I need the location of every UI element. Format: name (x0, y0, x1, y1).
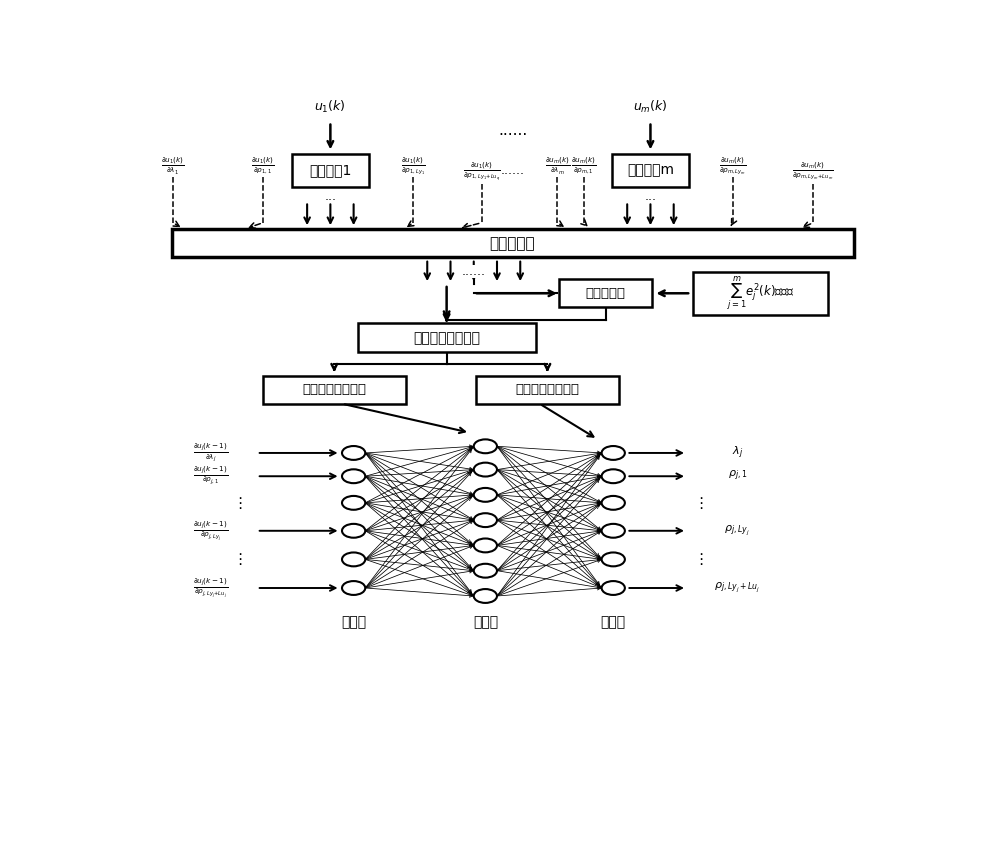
Text: $\frac{\partial u_1(k)}{\partial \rho_{1,1}}$: $\frac{\partial u_1(k)}{\partial \rho_{1… (251, 156, 275, 176)
Ellipse shape (342, 469, 365, 483)
Text: $u_m(k)$: $u_m(k)$ (633, 98, 668, 115)
Text: 梯度信息集: 梯度信息集 (490, 236, 535, 251)
Ellipse shape (602, 552, 625, 566)
Text: $\frac{\partial u_1(k)}{\partial \lambda_1}$: $\frac{\partial u_1(k)}{\partial \lambda… (161, 156, 185, 177)
Ellipse shape (602, 469, 625, 483)
Text: 梯度信息1: 梯度信息1 (309, 163, 352, 177)
Ellipse shape (474, 488, 497, 502)
Text: $\sum_{j=1}^{m}e_j^2(k)$最小化: $\sum_{j=1}^{m}e_j^2(k)$最小化 (727, 275, 794, 312)
Ellipse shape (474, 462, 497, 477)
Text: $\vdots$: $\vdots$ (232, 495, 243, 511)
Text: $\frac{\partial u_m(k)}{\partial \rho_{m,Ly_m}}$: $\frac{\partial u_m(k)}{\partial \rho_{m… (719, 156, 746, 177)
Text: ...: ... (324, 190, 336, 203)
Text: 更新输出层权系数: 更新输出层权系数 (515, 384, 579, 397)
FancyBboxPatch shape (358, 323, 536, 353)
Text: $\frac{\partial u_m(k)}{\partial \rho_{m,Ly_m\!+\!Lu_m}}$: $\frac{\partial u_m(k)}{\partial \rho_{m… (792, 161, 834, 182)
Text: ......: ...... (498, 123, 527, 137)
Ellipse shape (474, 538, 497, 552)
Text: $\rho_{j,1}$: $\rho_{j,1}$ (728, 469, 747, 484)
Text: 输出层: 输出层 (601, 615, 626, 630)
Text: ...: ... (644, 190, 656, 203)
Text: ......: ...... (462, 265, 486, 278)
Ellipse shape (474, 564, 497, 578)
FancyBboxPatch shape (559, 279, 652, 308)
Text: $\vdots$: $\vdots$ (232, 551, 243, 568)
Ellipse shape (342, 581, 365, 595)
Ellipse shape (602, 524, 625, 537)
Text: 梯度下降法: 梯度下降法 (586, 287, 626, 300)
Ellipse shape (342, 446, 365, 460)
Text: $\frac{\partial u_j(k-1)}{\partial \rho_{j,1}}$: $\frac{\partial u_j(k-1)}{\partial \rho_… (193, 465, 228, 487)
Text: $u_1(k)$: $u_1(k)$ (314, 98, 346, 115)
Text: $\frac{\partial u_j(k-1)}{\partial \rho_{j,Ly_j\!+\!Lu_j}}$: $\frac{\partial u_j(k-1)}{\partial \rho_… (193, 576, 228, 600)
Text: 系统误差反向传播: 系统误差反向传播 (413, 331, 480, 345)
Text: $\frac{\partial u_m(k)}{\partial \rho_{m,1}}$: $\frac{\partial u_m(k)}{\partial \rho_{m… (571, 156, 596, 176)
FancyBboxPatch shape (693, 271, 828, 314)
Text: 输入层: 输入层 (341, 615, 366, 630)
Ellipse shape (602, 581, 625, 595)
Ellipse shape (342, 524, 365, 537)
Text: 更新隐含层权系数: 更新隐含层权系数 (302, 384, 366, 397)
Text: $\vdots$: $\vdots$ (693, 551, 704, 568)
FancyBboxPatch shape (172, 230, 854, 257)
Text: $\lambda_j$: $\lambda_j$ (732, 445, 743, 461)
Text: $\frac{\partial u_j(k-1)}{\partial \rho_{j,Ly_j}}$: $\frac{\partial u_j(k-1)}{\partial \rho_… (193, 519, 228, 543)
Text: $\frac{\partial u_1(k)}{\partial \rho_{1,Ly_1\!+\!Lu_q}}$: $\frac{\partial u_1(k)}{\partial \rho_{1… (463, 160, 500, 183)
Text: $\rho_{j,Ly_j}$: $\rho_{j,Ly_j}$ (724, 524, 750, 537)
Ellipse shape (342, 496, 365, 510)
Text: 梯度信息m: 梯度信息m (627, 163, 674, 177)
Text: $\vdots$: $\vdots$ (693, 495, 704, 511)
FancyBboxPatch shape (476, 376, 619, 403)
Text: $\frac{\partial u_m(k)}{\partial \lambda_m}$: $\frac{\partial u_m(k)}{\partial \lambda… (545, 156, 570, 177)
Text: ......: ...... (501, 163, 524, 177)
Text: 隐含层: 隐含层 (473, 615, 498, 630)
FancyBboxPatch shape (292, 154, 369, 187)
Ellipse shape (474, 513, 497, 527)
FancyBboxPatch shape (612, 154, 689, 187)
Text: $\frac{\partial u_1(k)}{\partial \rho_{1,Ly_1}}$: $\frac{\partial u_1(k)}{\partial \rho_{1… (401, 156, 426, 177)
Text: $\rho_{j,Ly_j+Lu_j}$: $\rho_{j,Ly_j+Lu_j}$ (714, 581, 760, 595)
FancyBboxPatch shape (263, 376, 406, 403)
Ellipse shape (342, 552, 365, 566)
Ellipse shape (602, 446, 625, 460)
Text: $\frac{\partial u_j(k-1)}{\partial \lambda_j}$: $\frac{\partial u_j(k-1)}{\partial \lamb… (193, 442, 228, 465)
Ellipse shape (474, 589, 497, 603)
Ellipse shape (602, 496, 625, 510)
Ellipse shape (474, 440, 497, 454)
